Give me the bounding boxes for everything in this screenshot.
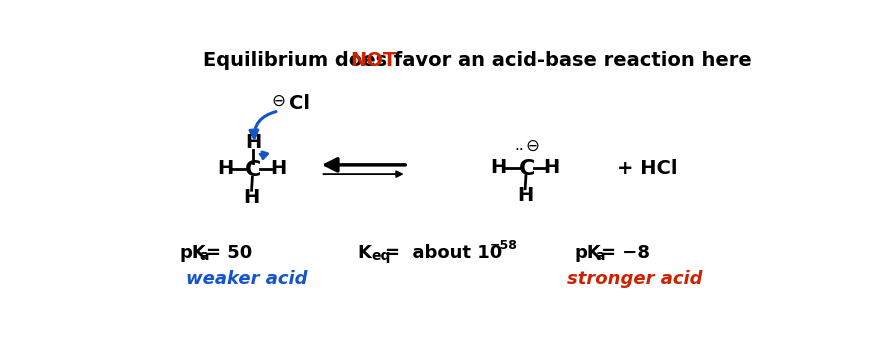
Text: favor an acid-base reaction here: favor an acid-base reaction here — [387, 51, 751, 69]
FancyArrowPatch shape — [323, 171, 402, 177]
Text: H: H — [245, 133, 261, 152]
Text: ⊖: ⊖ — [524, 136, 538, 154]
Text: H: H — [517, 186, 532, 205]
Text: −58: −58 — [489, 239, 517, 252]
Text: H: H — [543, 158, 559, 177]
Text: NOT: NOT — [350, 51, 396, 69]
Text: a: a — [199, 249, 209, 264]
Text: H: H — [243, 188, 260, 207]
Text: a: a — [595, 249, 603, 264]
Text: eq: eq — [370, 249, 390, 264]
Text: C: C — [245, 160, 261, 180]
Text: =  about 10: = about 10 — [384, 244, 502, 262]
Text: ⊖: ⊖ — [272, 92, 285, 110]
Text: H: H — [490, 158, 506, 177]
Text: C: C — [518, 159, 534, 179]
Text: pK: pK — [574, 244, 601, 262]
FancyArrowPatch shape — [250, 112, 275, 138]
Text: Equilibrium does: Equilibrium does — [203, 51, 393, 69]
Text: stronger acid: stronger acid — [567, 270, 702, 288]
FancyArrowPatch shape — [325, 159, 405, 171]
Text: H: H — [217, 159, 233, 178]
Text: = −8: = −8 — [601, 244, 649, 262]
Text: weaker acid: weaker acid — [186, 270, 307, 288]
Text: K: K — [357, 244, 371, 262]
Text: pK: pK — [179, 244, 206, 262]
FancyArrowPatch shape — [260, 152, 267, 159]
Text: Cl: Cl — [289, 94, 310, 113]
Text: ··: ·· — [514, 143, 524, 158]
Text: H: H — [269, 159, 286, 178]
Text: = 50: = 50 — [205, 244, 252, 262]
Text: + HCl: + HCl — [617, 159, 677, 178]
